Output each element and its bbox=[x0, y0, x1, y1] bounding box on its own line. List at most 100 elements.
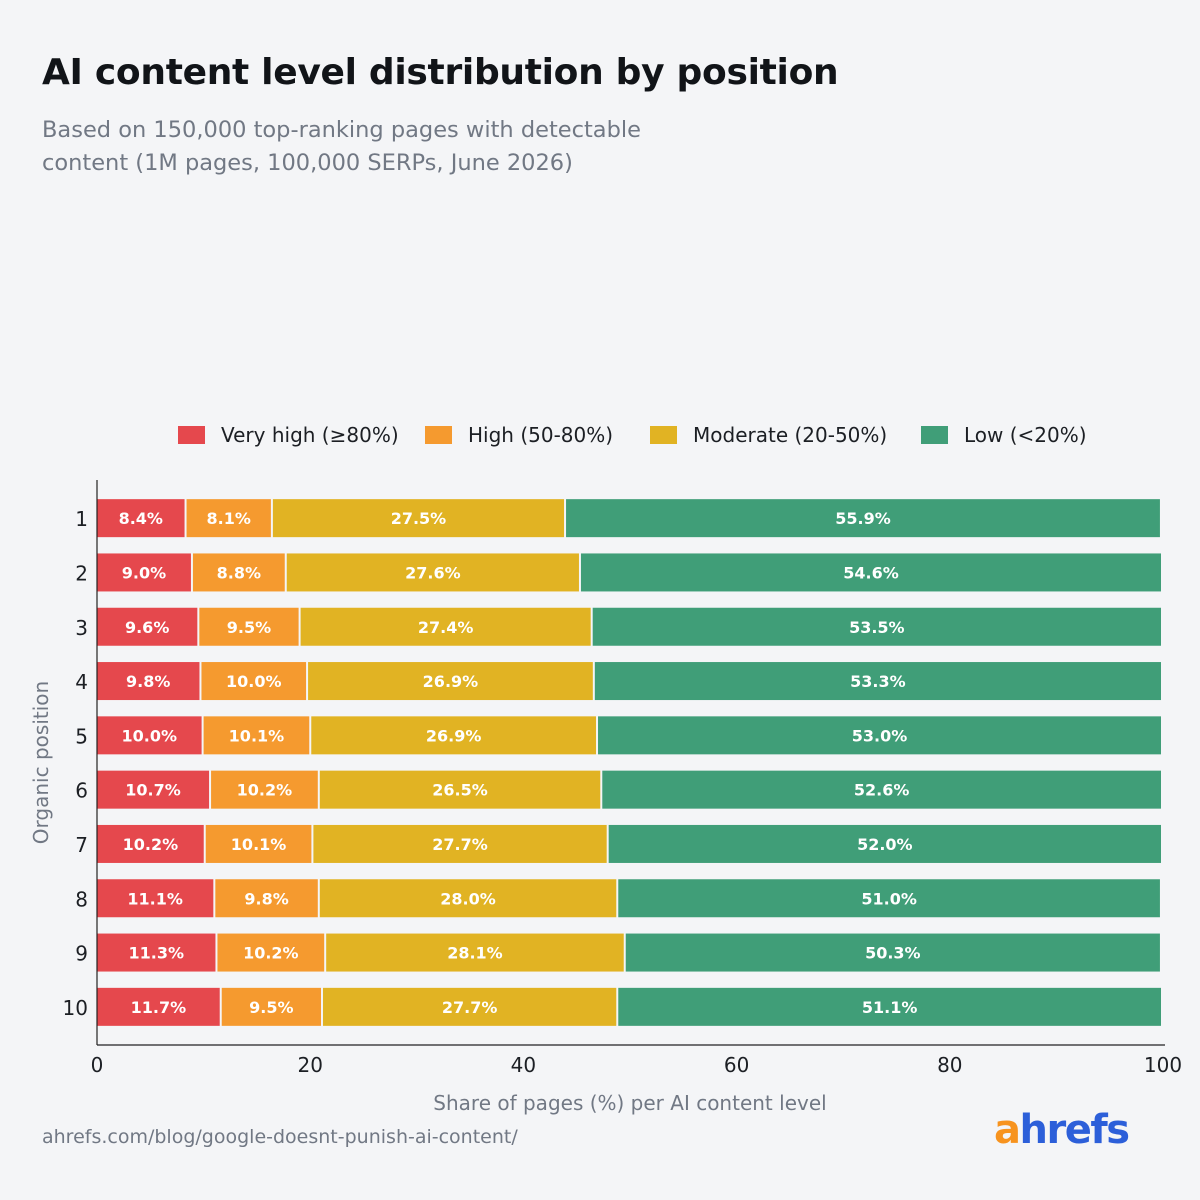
bar-row7-seg3 bbox=[313, 824, 607, 863]
data-label: 26.5% bbox=[432, 781, 488, 800]
bar-row3-seg3 bbox=[300, 607, 591, 646]
data-label: 28.0% bbox=[440, 889, 496, 908]
bar-row5-seg2 bbox=[203, 716, 310, 755]
bar-row5-seg3 bbox=[311, 716, 597, 755]
data-label: 53.3% bbox=[850, 672, 906, 691]
data-label: 11.3% bbox=[128, 944, 184, 963]
y-tick-label: 8 bbox=[75, 887, 88, 911]
bar-row2-seg3 bbox=[286, 553, 579, 592]
bar-row10-seg4 bbox=[618, 987, 1161, 1026]
data-label: 10.1% bbox=[231, 835, 287, 854]
data-label: 27.4% bbox=[418, 618, 474, 637]
x-tick-label: 20 bbox=[297, 1053, 322, 1077]
y-tick-label: 2 bbox=[75, 561, 88, 585]
bar-row5-seg1 bbox=[97, 716, 202, 755]
bar-row8-seg3 bbox=[319, 879, 617, 918]
data-label: 51.1% bbox=[862, 998, 918, 1017]
legend-swatch-3 bbox=[650, 426, 677, 444]
bar-row7-seg4 bbox=[608, 824, 1161, 863]
data-label: 11.7% bbox=[131, 998, 187, 1017]
data-label: 26.9% bbox=[426, 726, 482, 745]
bar-row9-seg3 bbox=[326, 933, 624, 972]
legend-swatch-2 bbox=[425, 426, 452, 444]
legend-swatch-1 bbox=[178, 426, 205, 444]
y-tick-label: 1 bbox=[75, 507, 88, 531]
data-label: 9.6% bbox=[125, 618, 169, 637]
data-label: 50.3% bbox=[865, 944, 921, 963]
data-label: 10.0% bbox=[122, 726, 178, 745]
bar-row1-seg1 bbox=[97, 499, 185, 538]
data-label: 52.6% bbox=[854, 781, 910, 800]
x-tick-label: 0 bbox=[91, 1053, 104, 1077]
data-label: 27.7% bbox=[432, 835, 488, 854]
bar-row4-seg1 bbox=[97, 662, 200, 701]
data-label: 54.6% bbox=[843, 563, 899, 582]
data-label: 10.2% bbox=[237, 781, 293, 800]
ahrefs-logo: ahrefs bbox=[994, 1107, 1131, 1153]
data-label: 55.9% bbox=[835, 509, 891, 528]
chart-subtitle: Based on 150,000 top-ranking pages with … bbox=[42, 117, 641, 176]
x-axis-title: Share of pages (%) per AI content level bbox=[433, 1091, 826, 1115]
source-url[interactable]: ahrefs.com/blog/google-doesnt-punish-ai-… bbox=[42, 1126, 518, 1148]
bar-row2-seg1 bbox=[97, 553, 191, 592]
bar-row10-seg1 bbox=[97, 987, 220, 1026]
bar-row10-seg3 bbox=[322, 987, 617, 1026]
y-tick-label: 6 bbox=[75, 779, 88, 803]
bar-row9-seg2 bbox=[217, 933, 325, 972]
data-label: 9.0% bbox=[122, 563, 166, 582]
bar-row2-seg4 bbox=[580, 553, 1161, 592]
bar-row3-seg4 bbox=[592, 607, 1161, 646]
legend-label-4: Low (<20%) bbox=[964, 423, 1087, 447]
data-label: 10.7% bbox=[125, 781, 181, 800]
data-label: 8.8% bbox=[217, 563, 261, 582]
x-tick-label: 60 bbox=[724, 1053, 749, 1077]
y-tick-label: 10 bbox=[63, 996, 88, 1020]
bar-row6-seg4 bbox=[602, 770, 1161, 809]
x-tick-label: 100 bbox=[1144, 1053, 1182, 1077]
x-tick-label: 40 bbox=[511, 1053, 536, 1077]
bar-row4-seg3 bbox=[308, 662, 593, 701]
data-label: 11.1% bbox=[127, 889, 183, 908]
logo-letters: hrefs bbox=[1019, 1107, 1131, 1153]
data-label: 27.7% bbox=[442, 998, 498, 1017]
bar-row1-seg3 bbox=[272, 499, 565, 538]
bar-row2-seg2 bbox=[192, 553, 285, 592]
bar-row8-seg4 bbox=[618, 879, 1160, 918]
data-label: 28.1% bbox=[447, 944, 503, 963]
data-label: 26.9% bbox=[423, 672, 479, 691]
bar-row10-seg2 bbox=[221, 987, 321, 1026]
legend-label-1: Very high (≥80%) bbox=[221, 423, 399, 447]
data-label: 9.5% bbox=[227, 618, 271, 637]
bar-row6-seg1 bbox=[97, 770, 210, 809]
data-label: 8.4% bbox=[119, 509, 163, 528]
bar-row1-seg4 bbox=[566, 499, 1160, 538]
bar-row4-seg2 bbox=[201, 662, 307, 701]
data-label: 53.0% bbox=[852, 726, 908, 745]
data-label: 9.8% bbox=[126, 672, 170, 691]
bar-row6-seg3 bbox=[319, 770, 601, 809]
bar-row3-seg1 bbox=[97, 607, 198, 646]
y-tick-label: 3 bbox=[75, 616, 88, 640]
data-label: 9.8% bbox=[244, 889, 288, 908]
bar-row5-seg4 bbox=[598, 716, 1161, 755]
bar-row4-seg4 bbox=[594, 662, 1161, 701]
y-tick-label: 9 bbox=[75, 942, 88, 966]
bar-row9-seg4 bbox=[625, 933, 1160, 972]
y-tick-label: 7 bbox=[75, 833, 88, 857]
logo-letter-a: a bbox=[994, 1107, 1021, 1153]
y-tick-label: 5 bbox=[75, 724, 88, 748]
bar-row6-seg2 bbox=[211, 770, 318, 809]
data-label: 10.2% bbox=[123, 835, 179, 854]
x-tick-label: 80 bbox=[937, 1053, 962, 1077]
y-axis-title: Organic position bbox=[29, 681, 53, 844]
chart-title: AI content level distribution by positio… bbox=[42, 52, 839, 93]
legend-swatch-4 bbox=[921, 426, 948, 444]
data-label: 10.0% bbox=[226, 672, 282, 691]
bar-row7-seg2 bbox=[205, 824, 312, 863]
data-label: 8.1% bbox=[207, 509, 251, 528]
bar-row8-seg2 bbox=[215, 879, 318, 918]
bar-row3-seg2 bbox=[199, 607, 299, 646]
data-label: 10.1% bbox=[229, 726, 285, 745]
data-label: 27.6% bbox=[405, 563, 461, 582]
